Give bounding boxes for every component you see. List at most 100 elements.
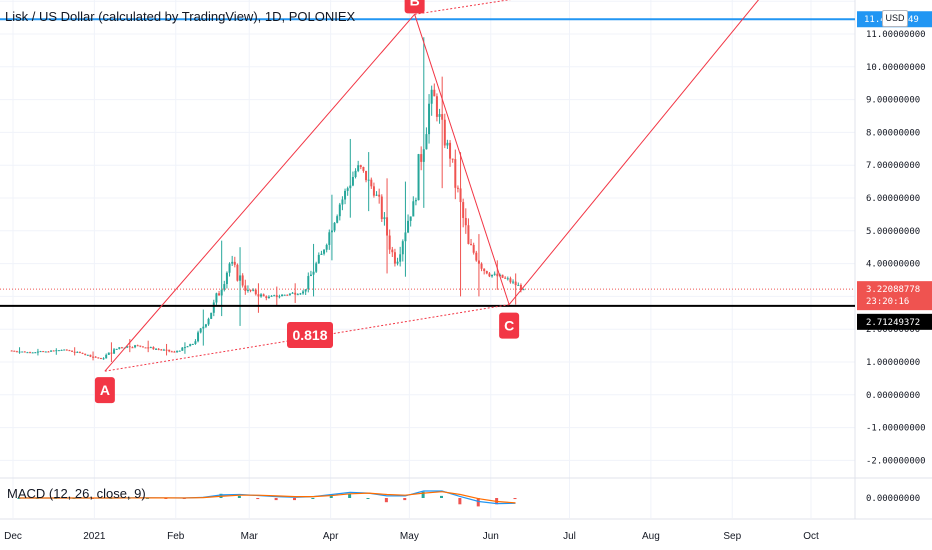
candle-body <box>231 261 234 264</box>
time-tick-label: Dec <box>4 531 22 542</box>
candle-body <box>283 294 286 296</box>
candle-body <box>454 159 457 188</box>
candle-body <box>483 268 486 272</box>
candle-body <box>204 324 207 327</box>
candle-body <box>446 142 449 146</box>
price-tick-label: 4.00000000 <box>866 260 920 270</box>
candle-body <box>341 199 344 205</box>
candle-body <box>414 200 417 202</box>
candle-body <box>212 302 215 313</box>
candles <box>10 37 525 362</box>
macd-histogram-bar <box>440 495 443 498</box>
macd-histogram-bar <box>256 498 260 500</box>
candle-body <box>249 289 252 291</box>
last-price-tag-text: 3.22088778 <box>866 285 920 295</box>
candle-body <box>315 263 318 272</box>
macd-histogram-bar <box>311 498 315 499</box>
candle-body <box>336 216 339 223</box>
candle-body <box>76 351 79 353</box>
candle-body <box>26 352 29 354</box>
candle-body <box>475 252 478 261</box>
time-tick-label: Aug <box>642 531 660 542</box>
candle-body <box>372 186 375 196</box>
candle-body <box>178 350 181 352</box>
price-axis[interactable]: -2.00000000 -1.00000000 0.00000000 1.000000… <box>857 11 932 466</box>
candle-body <box>354 170 357 178</box>
candle-body <box>509 278 512 283</box>
time-tick-label: Oct <box>803 531 819 542</box>
candle-body <box>68 350 71 352</box>
candle-body <box>501 274 504 278</box>
candle-body <box>63 349 66 351</box>
candle-body <box>391 249 394 253</box>
time-axis[interactable]: Dec 2021 Feb Mar Apr May Jun Jul Aug Sep Oct <box>4 531 819 542</box>
candle-body <box>147 347 150 349</box>
countdown-tag-text: 23:20:16 <box>866 297 909 307</box>
candle-body <box>504 277 507 279</box>
macd-histogram-bar <box>513 498 517 500</box>
candle-body <box>409 216 412 221</box>
macd-histogram-bar <box>274 498 278 501</box>
time-tick-label: 2021 <box>83 531 106 542</box>
candle-body <box>65 349 68 351</box>
candle-body <box>517 284 520 286</box>
candle-body <box>97 357 100 359</box>
point-c-label-bg <box>499 312 520 339</box>
candle-body <box>378 194 381 197</box>
price-tick-label: 5.00000000 <box>866 227 920 237</box>
candle-body <box>401 241 404 255</box>
candle-body <box>365 170 368 181</box>
candle-body <box>407 220 410 233</box>
candle-body <box>44 351 47 353</box>
macd-histogram-bar <box>293 498 296 501</box>
candle-body <box>470 243 473 245</box>
blue-level-tag-tail: 49 <box>908 15 919 25</box>
candle-body <box>380 196 383 220</box>
candle-body <box>422 149 425 162</box>
candle-body <box>160 349 163 351</box>
candle-body <box>220 289 223 296</box>
candle-body <box>260 294 263 297</box>
macd-histogram-bar <box>146 498 149 499</box>
candle-body <box>102 358 105 360</box>
candle-body <box>278 296 281 298</box>
candle-body <box>325 244 328 250</box>
candle-body <box>270 295 273 297</box>
candle-body <box>244 285 247 291</box>
candle-body <box>50 350 53 352</box>
candle-body <box>197 332 200 342</box>
candle-body <box>506 278 509 280</box>
leg-cd <box>508 0 760 305</box>
price-tick-label: 11.00000000 <box>866 30 926 40</box>
point-a-label: A <box>94 377 115 404</box>
time-tick-label: Sep <box>723 531 741 542</box>
candle-body <box>223 284 226 290</box>
signal-line <box>19 491 516 504</box>
macd-histogram-bar <box>348 493 352 498</box>
candle-body <box>181 347 184 351</box>
candle-body <box>451 158 454 160</box>
candle-body <box>333 222 336 231</box>
candle-body <box>323 249 326 254</box>
candle-body <box>241 275 244 286</box>
candle-body <box>514 281 517 286</box>
candle-body <box>73 351 76 353</box>
candle-body <box>71 350 74 352</box>
macd-histogram-bar <box>421 491 425 498</box>
candle-body <box>286 294 289 296</box>
time-tick-label: Apr <box>323 531 339 542</box>
candle-body <box>52 350 55 352</box>
price-tick-label: 10.00000000 <box>866 63 926 73</box>
candle-body <box>386 217 389 236</box>
time-tick-label: Feb <box>167 531 185 542</box>
candle-body <box>152 347 155 350</box>
candle-body <box>89 354 92 357</box>
candle-body <box>110 352 113 354</box>
candle-body <box>267 296 270 299</box>
candle-body <box>10 350 13 352</box>
candle-body <box>491 274 494 277</box>
macd-histogram-bar <box>17 498 21 499</box>
currency-button[interactable]: USD <box>882 10 908 27</box>
candle-body <box>128 346 131 348</box>
